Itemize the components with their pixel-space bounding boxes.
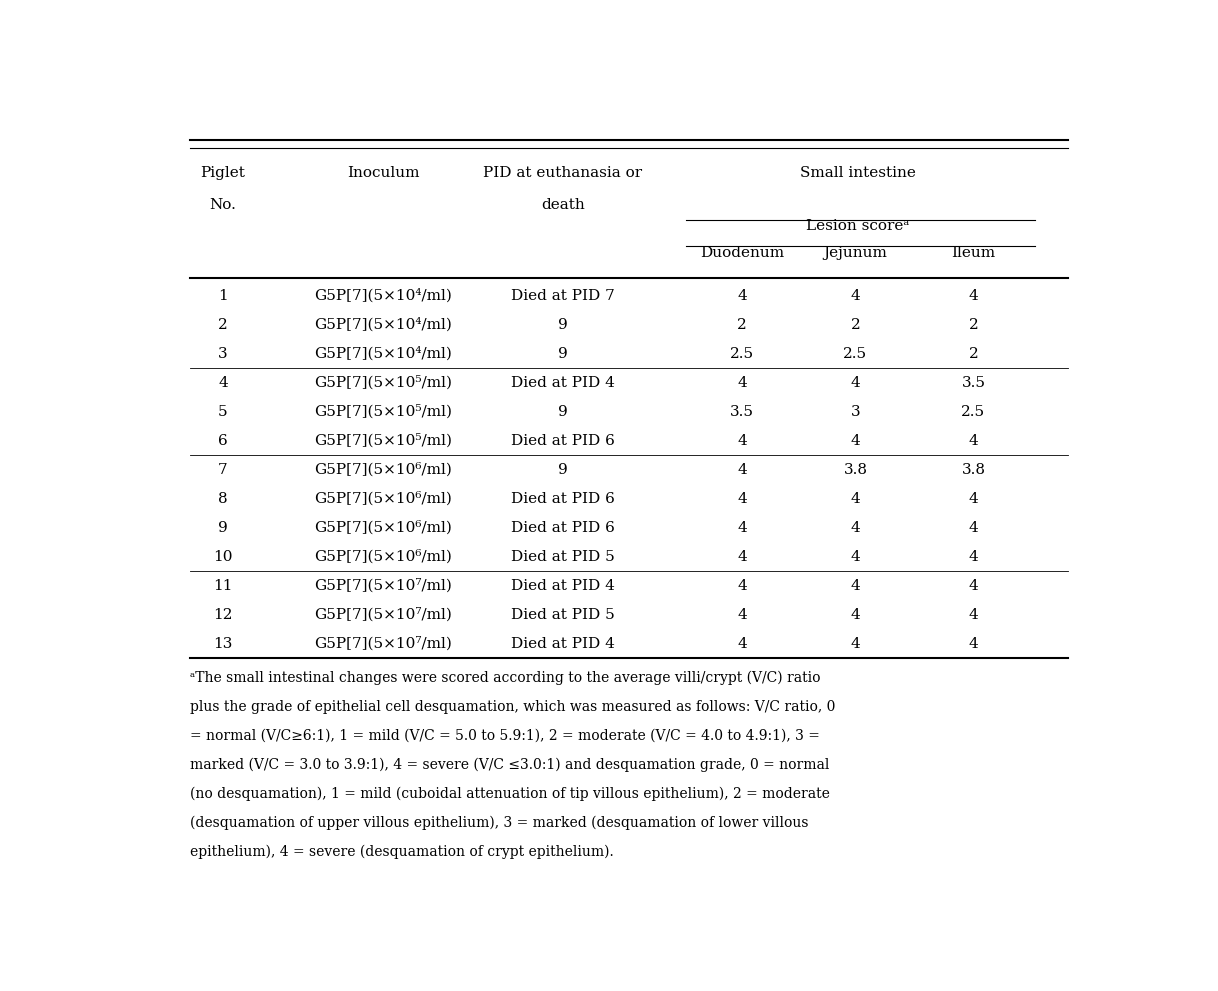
Text: Died at PID 4: Died at PID 4: [510, 579, 615, 593]
Text: 4: 4: [850, 579, 860, 593]
Text: epithelium), 4 = severe (desquamation of crypt epithelium).: epithelium), 4 = severe (desquamation of…: [190, 844, 614, 859]
Text: (no desquamation), 1 = mild (cuboidal attenuation of tip villous epithelium), 2 : (no desquamation), 1 = mild (cuboidal at…: [190, 787, 829, 801]
Text: 4: 4: [968, 637, 978, 651]
Text: 4: 4: [737, 579, 747, 593]
Text: 4: 4: [968, 607, 978, 622]
Text: 3: 3: [850, 405, 860, 419]
Text: (desquamation of upper villous epithelium), 3 = marked (desquamation of lower vi: (desquamation of upper villous epitheliu…: [190, 816, 809, 830]
Text: G5P[7](5×10⁶/ml): G5P[7](5×10⁶/ml): [314, 463, 452, 477]
Text: Died at PID 5: Died at PID 5: [512, 550, 615, 564]
Text: 10: 10: [213, 550, 233, 564]
Text: 4: 4: [968, 492, 978, 506]
Text: 4: 4: [968, 550, 978, 564]
Text: 7: 7: [218, 463, 228, 477]
Text: 3.8: 3.8: [844, 463, 867, 477]
Text: 4: 4: [737, 376, 747, 389]
Text: 9: 9: [558, 405, 568, 419]
Text: 4: 4: [850, 376, 860, 389]
Text: Ileum: Ileum: [951, 246, 995, 260]
Text: = normal (V/C≥6:1), 1 = mild (V/C = 5.0 to 5.9:1), 2 = moderate (V/C = 4.0 to 4.: = normal (V/C≥6:1), 1 = mild (V/C = 5.0 …: [190, 728, 820, 742]
Text: 4: 4: [850, 521, 860, 535]
Text: Inoculum: Inoculum: [347, 165, 420, 180]
Text: 9: 9: [558, 463, 568, 477]
Text: 4: 4: [850, 434, 860, 448]
Text: 4: 4: [850, 637, 860, 651]
Text: G5P[7](5×10⁵/ml): G5P[7](5×10⁵/ml): [314, 376, 453, 390]
Text: 6: 6: [218, 434, 228, 448]
Text: Died at PID 6: Died at PID 6: [510, 492, 615, 506]
Text: 4: 4: [968, 289, 978, 303]
Text: 1: 1: [218, 289, 228, 303]
Text: 4: 4: [968, 521, 978, 535]
Text: 4: 4: [737, 463, 747, 477]
Text: Died at PID 5: Died at PID 5: [512, 607, 615, 622]
Text: 4: 4: [850, 550, 860, 564]
Text: 3: 3: [218, 347, 228, 361]
Text: Small intestine: Small intestine: [800, 165, 916, 180]
Text: 4: 4: [737, 637, 747, 651]
Text: 9: 9: [558, 347, 568, 361]
Text: 12: 12: [213, 607, 233, 622]
Text: 4: 4: [737, 289, 747, 303]
Text: 4: 4: [850, 607, 860, 622]
Text: G5P[7](5×10⁵/ml): G5P[7](5×10⁵/ml): [314, 434, 453, 448]
Text: G5P[7](5×10⁴/ml): G5P[7](5×10⁴/ml): [314, 318, 452, 332]
Text: G5P[7](5×10⁴/ml): G5P[7](5×10⁴/ml): [314, 288, 452, 303]
Text: 2: 2: [850, 318, 860, 332]
Text: 4: 4: [968, 579, 978, 593]
Text: 4: 4: [737, 521, 747, 535]
Text: Died at PID 6: Died at PID 6: [510, 521, 615, 535]
Text: 2.5: 2.5: [961, 405, 985, 419]
Text: plus the grade of epithelial cell desquamation, which was measured as follows: V: plus the grade of epithelial cell desqua…: [190, 700, 836, 714]
Text: Jejunum: Jejunum: [823, 246, 888, 260]
Text: 2: 2: [737, 318, 747, 332]
Text: Duodenum: Duodenum: [700, 246, 784, 260]
Text: Piglet: Piglet: [201, 165, 246, 180]
Text: G5P[7](5×10⁴/ml): G5P[7](5×10⁴/ml): [314, 347, 452, 361]
Text: 4: 4: [737, 607, 747, 622]
Text: No.: No.: [209, 198, 236, 212]
Text: 5: 5: [218, 405, 228, 419]
Text: 2: 2: [968, 318, 978, 332]
Text: G5P[7](5×10⁷/ml): G5P[7](5×10⁷/ml): [314, 607, 452, 622]
Text: 3.5: 3.5: [731, 405, 754, 419]
Text: death: death: [541, 198, 585, 212]
Text: G5P[7](5×10⁷/ml): G5P[7](5×10⁷/ml): [314, 579, 452, 593]
Text: 2: 2: [968, 347, 978, 361]
Text: 8: 8: [218, 492, 228, 506]
Text: Died at PID 4: Died at PID 4: [510, 637, 615, 651]
Text: 3.5: 3.5: [961, 376, 985, 389]
Text: 9: 9: [218, 521, 228, 535]
Text: 2.5: 2.5: [730, 347, 754, 361]
Text: 13: 13: [213, 637, 233, 651]
Text: 2: 2: [218, 318, 228, 332]
Text: marked (V/C = 3.0 to 3.9:1), 4 = severe (V/C ≤3.0:1) and desquamation grade, 0 =: marked (V/C = 3.0 to 3.9:1), 4 = severe …: [190, 757, 829, 772]
Text: Lesion scoreᵃ: Lesion scoreᵃ: [806, 219, 910, 233]
Text: G5P[7](5×10⁷/ml): G5P[7](5×10⁷/ml): [314, 637, 452, 651]
Text: 4: 4: [850, 492, 860, 506]
Text: G5P[7](5×10⁶/ml): G5P[7](5×10⁶/ml): [314, 550, 452, 564]
Text: 11: 11: [213, 579, 233, 593]
Text: PID at euthanasia or: PID at euthanasia or: [484, 165, 642, 180]
Text: 4: 4: [218, 376, 228, 389]
Text: 2.5: 2.5: [843, 347, 867, 361]
Text: Died at PID 4: Died at PID 4: [510, 376, 615, 389]
Text: G5P[7](5×10⁵/ml): G5P[7](5×10⁵/ml): [314, 404, 453, 419]
Text: 3.8: 3.8: [961, 463, 985, 477]
Text: 4: 4: [850, 289, 860, 303]
Text: ᵃThe small intestinal changes were scored according to the average villi/crypt (: ᵃThe small intestinal changes were score…: [190, 671, 821, 685]
Text: 9: 9: [558, 318, 568, 332]
Text: 4: 4: [737, 434, 747, 448]
Text: 4: 4: [737, 550, 747, 564]
Text: 4: 4: [737, 492, 747, 506]
Text: G5P[7](5×10⁶/ml): G5P[7](5×10⁶/ml): [314, 492, 452, 506]
Text: 4: 4: [968, 434, 978, 448]
Text: G5P[7](5×10⁶/ml): G5P[7](5×10⁶/ml): [314, 520, 452, 535]
Text: Died at PID 6: Died at PID 6: [510, 434, 615, 448]
Text: Died at PID 7: Died at PID 7: [512, 289, 615, 303]
